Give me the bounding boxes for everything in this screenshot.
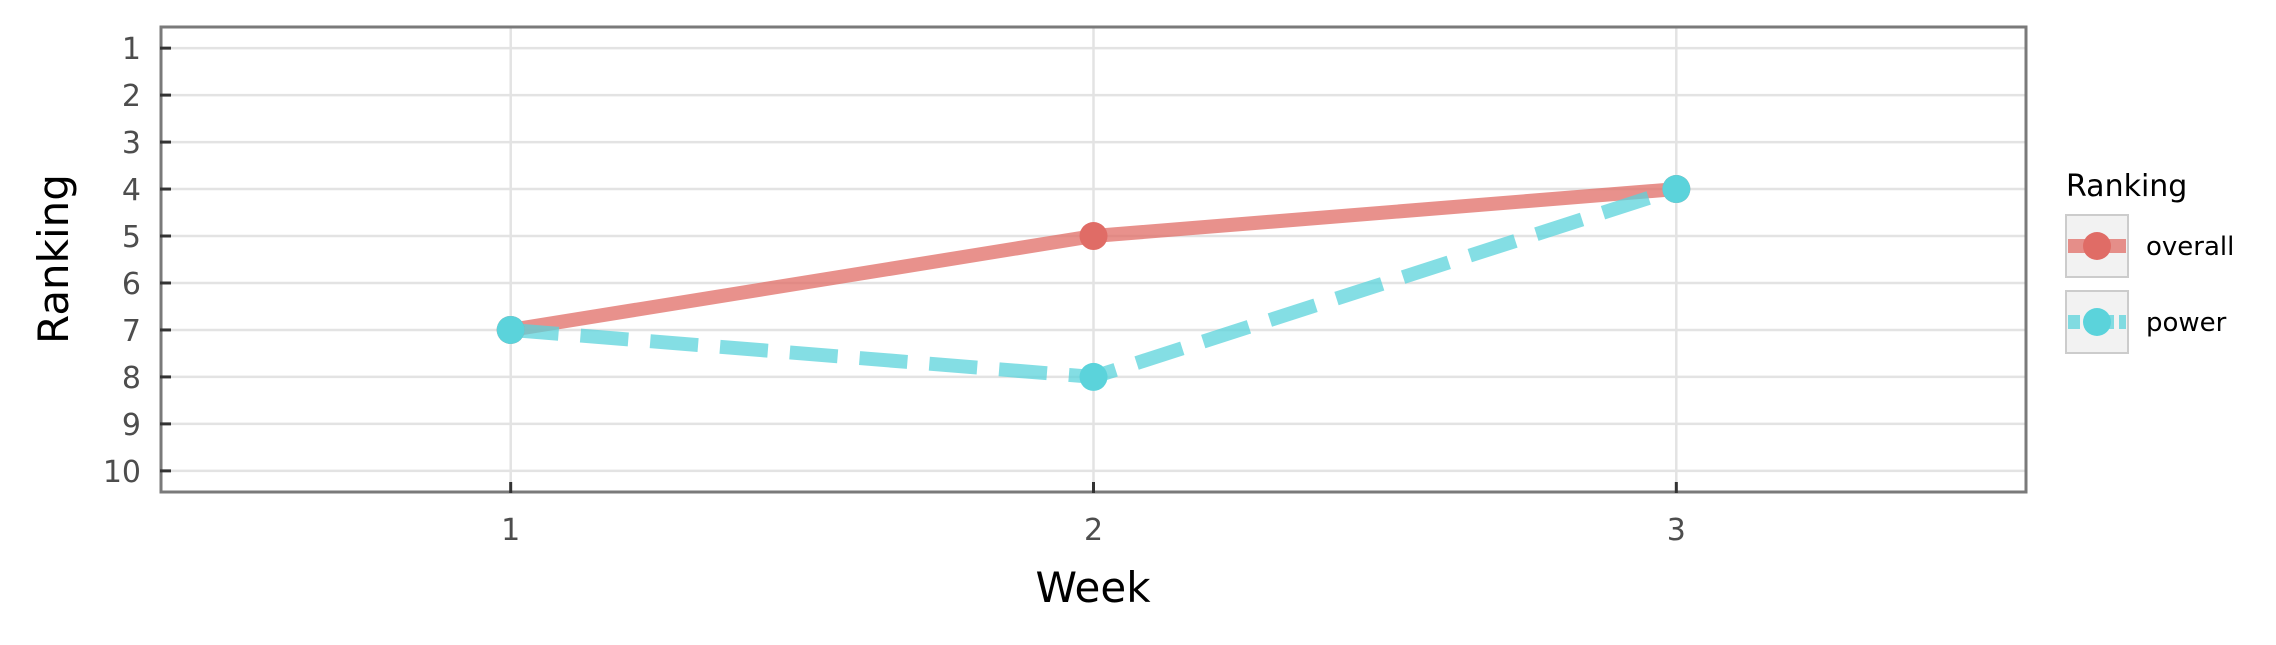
y-tick-label: 9 <box>122 408 141 443</box>
x-axis-title: Week <box>1035 563 1151 612</box>
legend-key-point-overall <box>2083 232 2111 260</box>
y-tick-label: 4 <box>122 173 141 208</box>
y-tick-label: 8 <box>122 361 141 396</box>
y-axis-title: Ranking <box>29 174 78 344</box>
x-tick-label: 1 <box>501 513 520 548</box>
data-point-power <box>1079 362 1108 391</box>
data-point-power <box>496 315 525 344</box>
x-tick-label: 2 <box>1084 513 1103 548</box>
y-tick-label: 10 <box>103 455 141 490</box>
y-tick-label: 3 <box>122 126 141 161</box>
y-tick-label: 7 <box>122 314 141 349</box>
y-tick-label: 5 <box>122 220 141 255</box>
legend-key-point-power <box>2083 308 2111 336</box>
x-tick-label: 3 <box>1667 513 1686 548</box>
legend: Ranking overall power <box>2065 169 2234 354</box>
legend-title: Ranking <box>2066 169 2187 204</box>
y-tick-label: 2 <box>122 79 141 114</box>
data-point-power <box>1662 175 1691 204</box>
data-point-overall <box>1079 222 1108 251</box>
y-tick-label: 1 <box>122 32 141 67</box>
legend-label-overall: overall <box>2146 232 2234 262</box>
legend-label-power: power <box>2146 308 2227 338</box>
legend-items: overall power <box>2065 214 2234 354</box>
series-layer <box>496 175 1691 391</box>
axis-ticks: 1 2 3 4 5 6 7 8 9 10 1 2 3 <box>103 32 1686 548</box>
grid-lines <box>161 27 2026 492</box>
y-tick-label: 6 <box>122 267 141 302</box>
